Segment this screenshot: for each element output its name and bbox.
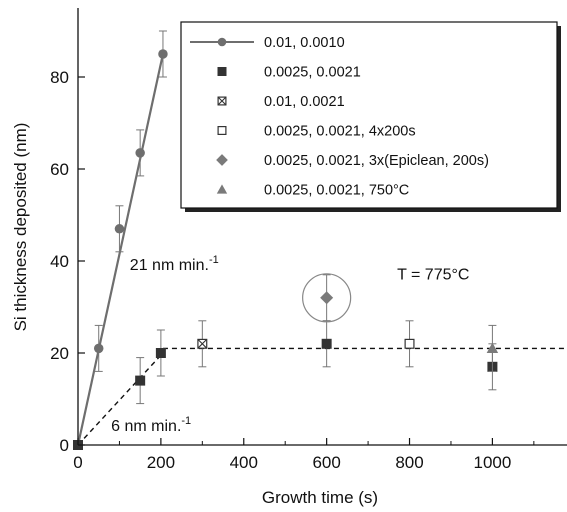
marker-cross-b: [217, 96, 227, 106]
legend-marker: [217, 96, 227, 106]
data-point: [486, 342, 499, 353]
legend-label: 0.01, 0.0010: [264, 35, 345, 51]
x-tick-label: 200: [147, 453, 175, 472]
legend-label: 0.0025, 0.0021: [264, 65, 361, 81]
marker-circle: [93, 343, 104, 354]
x-tick-label: 600: [312, 453, 340, 472]
x-axis-title: Growth time (s): [262, 488, 378, 507]
data-point: [404, 338, 415, 349]
marker-cross-b: [197, 339, 208, 349]
data-point: [321, 338, 332, 349]
legend-marker: [217, 125, 227, 135]
marker-diamond: [320, 291, 334, 305]
annotation-text: 21 nm min.: [130, 257, 209, 274]
marker-circle: [114, 224, 125, 234]
plot-area: [73, 8, 567, 450]
legend: 0.01, 0.0010 0.0025, 0.0021 0.01, 0.0021 0.…: [180, 21, 561, 212]
y-tick-label: 20: [50, 344, 69, 363]
series-4: [320, 274, 334, 322]
series-5: [486, 324, 499, 372]
legend-label: 0.01, 0.0021: [264, 94, 345, 110]
data-point: [197, 338, 208, 349]
data-point: [93, 343, 104, 354]
legend-marker: [216, 184, 228, 194]
y-tick-label: 40: [50, 252, 69, 271]
y-axis-title: Si thickness deposited (nm): [11, 123, 30, 332]
marker-square-open: [217, 125, 227, 135]
marker-triangle: [486, 342, 499, 353]
marker-circle: [217, 37, 227, 47]
y-tick-label: 60: [50, 160, 69, 179]
series-2: [197, 320, 208, 368]
legend-marker: [217, 67, 227, 76]
marker-diamond: [216, 154, 228, 166]
annotation-label: 21 nm min.-1: [130, 254, 219, 274]
marker-circle: [135, 148, 145, 158]
x-tick-label: 400: [230, 453, 258, 472]
annotations: 21 nm min.-16 nm min.-1T = 775°C: [111, 254, 469, 435]
annotation-label: T = 775°C: [397, 266, 469, 283]
x-tick-label: 800: [395, 453, 423, 472]
series-3: [404, 320, 415, 368]
y-tick-label: 0: [60, 436, 69, 455]
axis-ticks: 0 200 400 600 800 1000 0 20 40 60 80: [50, 68, 535, 472]
legend-marker: [217, 37, 227, 47]
annotation-text: 6 nm min.: [111, 418, 181, 435]
legend-marker: [216, 154, 228, 166]
legend-label: 0.0025, 0.0021, 4x200s: [264, 124, 416, 140]
legend-label: 0.0025, 0.0021, 750°C: [264, 183, 409, 199]
fit-line-dashed: [77, 352, 164, 446]
marker-square-filled: [155, 348, 166, 358]
x-tick-label: 0: [73, 453, 82, 472]
data-point: [155, 348, 166, 358]
marker-square-filled: [135, 375, 146, 386]
data-point: [158, 49, 168, 59]
annotation-superscript: -1: [209, 254, 219, 266]
marker-square-filled: [321, 338, 332, 349]
data-point: [114, 224, 125, 234]
data-point: [320, 291, 334, 305]
fit-line-solid: [76, 53, 165, 446]
annotation-superscript: -1: [181, 415, 191, 427]
y-tick-label: 80: [50, 68, 69, 87]
x-tick-label: 1000: [473, 453, 511, 472]
annotation-text: T = 775°C: [397, 266, 469, 283]
marker-circle: [158, 49, 168, 59]
data-point: [135, 375, 146, 386]
marker-triangle: [216, 184, 228, 194]
highlight-circle: [302, 273, 352, 323]
marker-square-filled: [217, 67, 227, 76]
annotation-label: 6 nm min.-1: [111, 415, 191, 435]
legend-label: 0.0025, 0.0021, 3x(Epiclean, 200s): [264, 153, 489, 169]
data-point: [135, 148, 145, 158]
marker-square-open: [404, 338, 415, 349]
legend-box: [180, 21, 558, 209]
